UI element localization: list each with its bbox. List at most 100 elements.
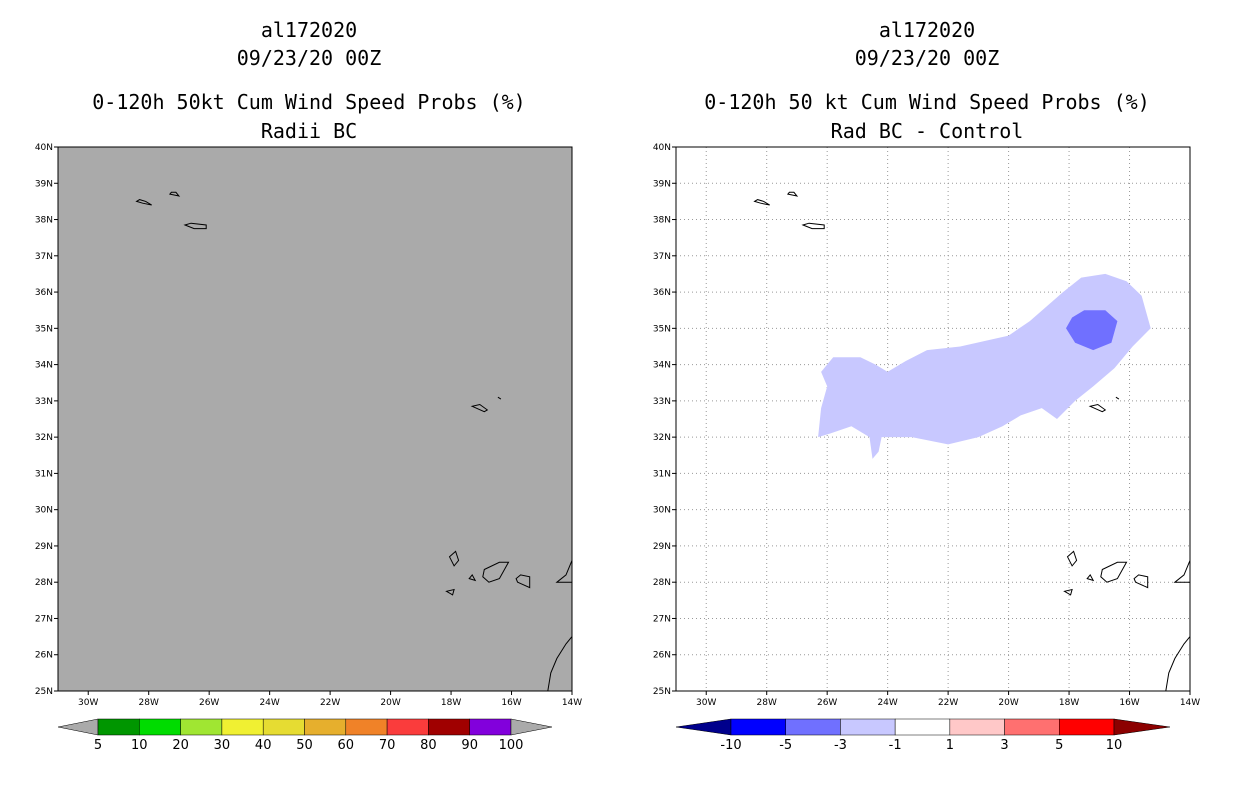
lat-tick-label: 25N xyxy=(653,687,671,697)
lat-tick-label: 32N xyxy=(35,433,53,443)
colorbar-label: 3 xyxy=(1000,738,1008,753)
lat-tick-label: 35N xyxy=(35,324,53,334)
lat-tick-label: 26N xyxy=(653,651,671,661)
lon-tick-label: 18W xyxy=(1059,698,1079,708)
colorbar-swatch xyxy=(262,718,305,736)
colorbar-label: 60 xyxy=(338,738,355,753)
lat-tick-label: 28N xyxy=(653,578,671,588)
colorbar-swatch xyxy=(180,718,223,736)
island-outline xyxy=(515,574,531,589)
storm-id-title: al172020 xyxy=(878,18,976,42)
colorbar-label: 100 xyxy=(499,738,524,753)
colorbar-label: 30 xyxy=(214,738,231,753)
island-outline xyxy=(1063,588,1073,596)
colorbar-swatch xyxy=(840,718,896,736)
colorbar-swatch xyxy=(97,718,140,736)
colorbar-label: 5 xyxy=(94,738,102,753)
colorbar-label: 20 xyxy=(172,738,189,753)
colorbar-swatch xyxy=(304,718,347,736)
colorbar-label: 90 xyxy=(461,738,478,753)
lat-tick-label: 36N xyxy=(35,288,53,298)
colorbar-label: 50 xyxy=(296,738,313,753)
lon-tick-label: 24W xyxy=(877,698,897,708)
lat-tick-label: 39N xyxy=(653,179,671,189)
storm-id-title: al172020 xyxy=(260,18,358,42)
lon-tick-label: 26W xyxy=(199,698,219,708)
island-outline xyxy=(1066,550,1078,567)
lat-tick-label: 38N xyxy=(35,216,53,226)
colorbar-label: -10 xyxy=(720,738,741,753)
lat-tick-label: 29N xyxy=(35,542,53,552)
map-frame xyxy=(57,146,573,692)
colorbar-label: 40 xyxy=(255,738,272,753)
lon-tick-label: 28W xyxy=(757,698,777,708)
colorbar-swatch xyxy=(386,718,429,736)
island-outline xyxy=(801,222,825,230)
colorbar-label: 5 xyxy=(1055,738,1063,753)
island-outline xyxy=(753,199,770,206)
lat-tick-label: 34N xyxy=(35,361,53,371)
lon-tick-label: 14W xyxy=(562,698,582,708)
lat-tick-label: 39N xyxy=(35,179,53,189)
lon-tick-label: 22W xyxy=(938,698,958,708)
lat-tick-label: 29N xyxy=(653,542,671,552)
island-outline xyxy=(445,588,455,596)
lat-tick-label: 37N xyxy=(653,252,671,262)
colorbar-left-arrow xyxy=(675,718,732,736)
left-map-panel: al172020 09/23/20 00Z 0-120h 50kt Cum Wi… xyxy=(35,18,582,753)
colorbar-label: 10 xyxy=(131,738,148,753)
colorbar-swatch xyxy=(894,718,951,736)
lat-tick-label: 31N xyxy=(35,469,53,479)
colorbar-swatch xyxy=(1004,718,1060,736)
colorbar-label: 80 xyxy=(420,738,437,753)
colorbar-label: 1 xyxy=(946,738,954,753)
lat-tick-label: 36N xyxy=(653,288,671,298)
lat-tick-label: 33N xyxy=(653,397,671,407)
probability-difference-core xyxy=(1066,310,1118,351)
lon-tick-label: 20W xyxy=(380,698,400,708)
colorbar: -10 -5 -3 -1 1 3 5 10 xyxy=(675,718,1171,753)
island-outline xyxy=(1133,574,1149,589)
colorbar-swatch xyxy=(730,718,786,736)
island-outline xyxy=(448,550,460,567)
lat-tick-label: 38N xyxy=(653,216,671,226)
probability-difference-area xyxy=(818,273,1151,459)
african-coastline xyxy=(1165,636,1191,692)
island-outline xyxy=(482,561,510,583)
lat-tick-label: 37N xyxy=(35,252,53,262)
colorbar-swatch xyxy=(1059,718,1115,736)
lon-tick-label: 30W xyxy=(78,698,98,708)
colorbar-swatch xyxy=(139,718,181,736)
lat-tick-label: 32N xyxy=(653,433,671,443)
island-outline xyxy=(468,574,477,582)
colorbar-swatch xyxy=(428,718,470,736)
colorbar: 5 10 20 30 40 50 60 70 80 90 100 xyxy=(57,718,553,753)
lat-tick-label: 30N xyxy=(35,506,53,516)
map-background xyxy=(58,147,572,691)
colorbar-swatch xyxy=(345,718,388,736)
colorbar-left-arrow xyxy=(57,718,99,736)
lat-tick-label: 27N xyxy=(35,614,53,624)
island-outline xyxy=(786,191,799,197)
date-title: 09/23/20 00Z xyxy=(236,46,382,70)
colorbar-right-arrow xyxy=(1113,718,1171,736)
lon-tick-label: 30W xyxy=(696,698,716,708)
lat-tick-label: 31N xyxy=(653,469,671,479)
island-outline xyxy=(470,403,489,413)
right-map-svg: 40N 39N 38N 37N 36N 35N 34N 33N 32N 31N 30N 29N 28N 2… xyxy=(653,143,1200,753)
lat-tick-label: 26N xyxy=(35,651,53,661)
lat-tick-label: 40N xyxy=(35,143,53,153)
right-map-panel: al172020 09/23/20 00Z 0-120h 50 kt Cum W… xyxy=(618,0,1236,800)
colorbar-label: -3 xyxy=(834,738,847,753)
lon-tick-label: 16W xyxy=(501,698,521,708)
colorbar-label: 10 xyxy=(1106,738,1123,753)
african-coastline xyxy=(547,636,573,692)
lat-tick-label: 34N xyxy=(653,361,671,371)
lat-tick-label: 33N xyxy=(35,397,53,407)
colorbar-swatch xyxy=(469,718,512,736)
lon-tick-label: 24W xyxy=(259,698,279,708)
lon-tick-label: 22W xyxy=(320,698,340,708)
lon-tick-label: 28W xyxy=(139,698,159,708)
lat-tick-label: 40N xyxy=(653,143,671,153)
colorbar-right-arrow xyxy=(510,718,553,736)
